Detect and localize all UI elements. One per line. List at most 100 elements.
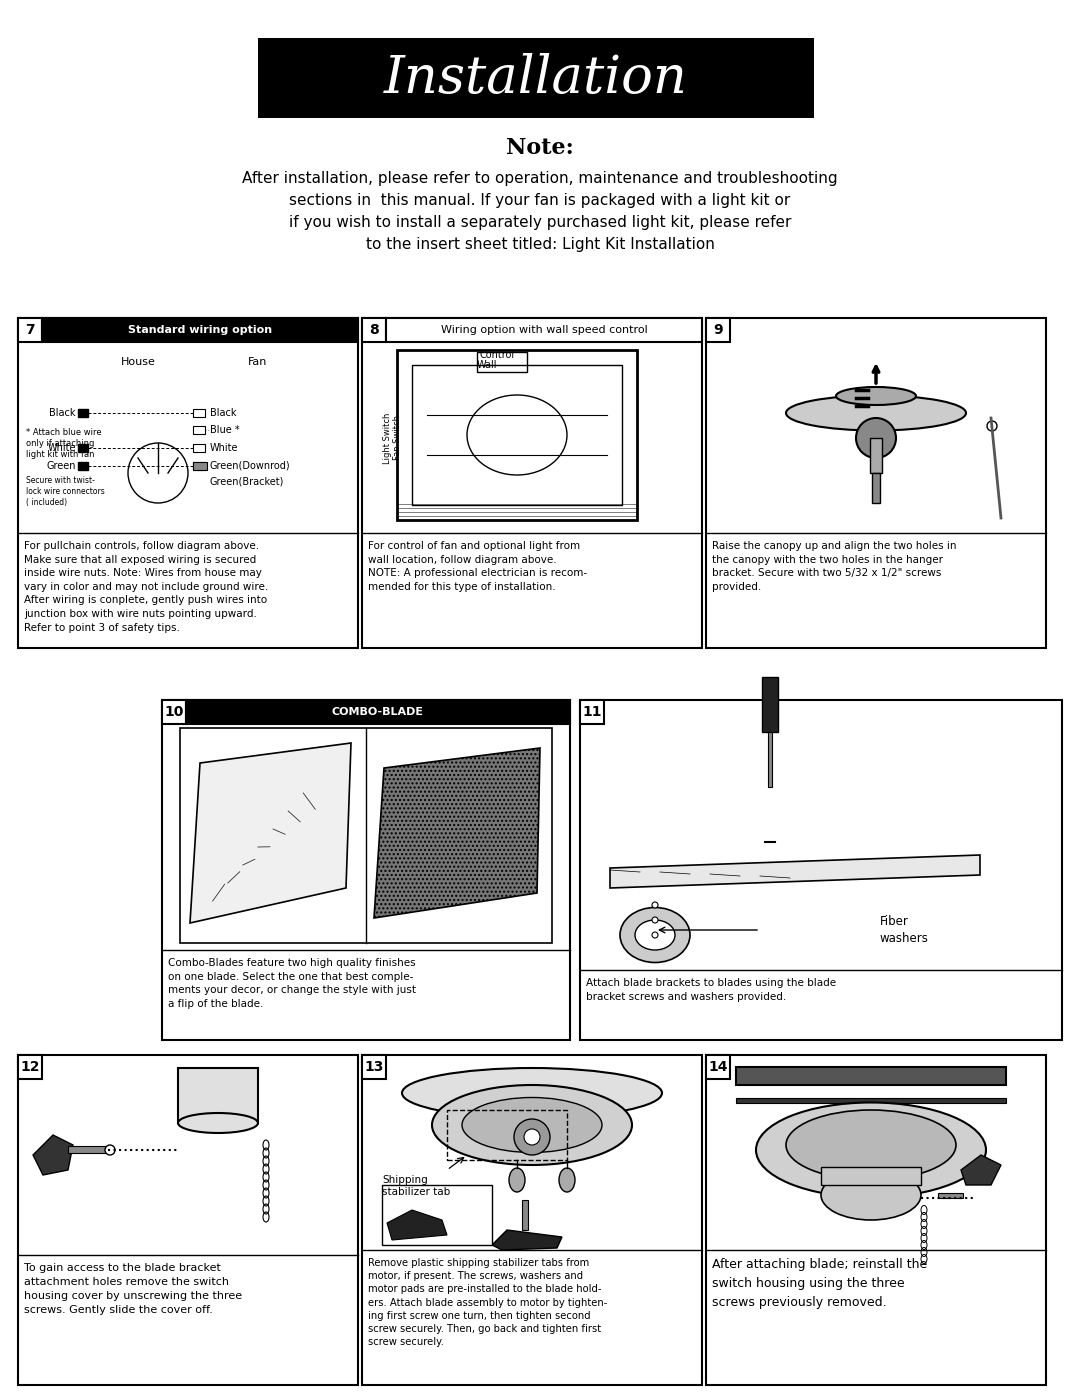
Text: Green: Green <box>46 461 76 471</box>
Bar <box>706 319 730 342</box>
Text: to the insert sheet titled: Light Kit Installation: to the insert sheet titled: Light Kit In… <box>365 236 715 251</box>
Bar <box>180 728 552 943</box>
Bar <box>870 439 882 474</box>
Bar <box>193 444 205 453</box>
Text: For pullchain controls, follow diagram above.
Make sure that all exposed wiring : For pullchain controls, follow diagram a… <box>24 541 268 633</box>
Text: 11: 11 <box>582 705 602 719</box>
Text: White: White <box>210 443 239 453</box>
Text: 8: 8 <box>369 323 379 337</box>
Bar <box>186 700 570 724</box>
Text: if you wish to install a separately purchased light kit, please refer: if you wish to install a separately purc… <box>288 215 792 229</box>
Text: Black: Black <box>210 408 237 418</box>
Bar <box>18 319 357 648</box>
Bar <box>178 1067 258 1123</box>
Text: To gain access to the blade bracket
attachment holes remove the switch
housing c: To gain access to the blade bracket atta… <box>24 1263 242 1315</box>
Ellipse shape <box>756 1102 986 1197</box>
Text: Standard wiring option: Standard wiring option <box>127 326 272 335</box>
Text: 7: 7 <box>25 323 35 337</box>
Polygon shape <box>610 855 980 888</box>
Bar <box>68 1146 108 1153</box>
Bar <box>386 319 702 342</box>
Ellipse shape <box>635 921 675 950</box>
Polygon shape <box>961 1155 1001 1185</box>
Bar <box>706 1055 730 1078</box>
Bar <box>447 1111 567 1160</box>
Bar <box>397 351 637 520</box>
Bar <box>78 444 87 453</box>
Circle shape <box>652 902 658 908</box>
Text: Installation: Installation <box>384 53 688 103</box>
Ellipse shape <box>509 1168 525 1192</box>
Bar <box>18 319 42 342</box>
Bar <box>78 462 87 469</box>
Bar <box>382 1185 492 1245</box>
Text: After installation, please refer to operation, maintenance and troubleshooting: After installation, please refer to oper… <box>242 170 838 186</box>
Bar <box>580 700 604 724</box>
Text: Remove plastic shipping stabilizer tabs from
motor, if present. The screws, wash: Remove plastic shipping stabilizer tabs … <box>368 1259 607 1347</box>
Polygon shape <box>190 743 351 923</box>
Text: House: House <box>121 358 156 367</box>
Bar <box>162 700 570 1039</box>
Text: Note:: Note: <box>507 137 573 159</box>
Text: * Attach blue wire
only if attaching
light kit with fan: * Attach blue wire only if attaching lig… <box>26 427 102 460</box>
Text: Raise the canopy up and align the two holes in
the canopy with the two holes in : Raise the canopy up and align the two ho… <box>712 541 957 592</box>
Bar <box>735 1098 1005 1104</box>
Circle shape <box>514 1119 550 1155</box>
Text: Light Switch: Light Switch <box>382 412 391 464</box>
Bar <box>706 1055 1047 1384</box>
Text: COMBO-BLADE: COMBO-BLADE <box>332 707 424 717</box>
Bar <box>939 1193 963 1199</box>
Text: Blue *: Blue * <box>210 425 240 434</box>
Bar <box>768 732 772 787</box>
Bar <box>162 700 186 724</box>
Bar <box>762 678 778 732</box>
Bar <box>362 319 386 342</box>
Text: Green(Bracket): Green(Bracket) <box>210 476 284 488</box>
Text: sections in  this manual. If your fan is packaged with a light kit or: sections in this manual. If your fan is … <box>289 193 791 208</box>
Text: White: White <box>48 443 76 453</box>
Ellipse shape <box>432 1085 632 1165</box>
Ellipse shape <box>559 1168 575 1192</box>
Bar <box>522 1200 528 1229</box>
Text: Combo-Blades feature two high quality finishes
on one blade. Select the one that: Combo-Blades feature two high quality fi… <box>168 958 416 1009</box>
Text: 14: 14 <box>708 1060 728 1074</box>
Text: Attach blade brackets to blades using the blade
bracket screws and washers provi: Attach blade brackets to blades using th… <box>586 978 836 1002</box>
Circle shape <box>652 932 658 937</box>
Bar <box>362 319 702 648</box>
Bar <box>193 462 207 469</box>
Ellipse shape <box>821 1171 921 1220</box>
Bar <box>42 319 357 342</box>
Ellipse shape <box>620 908 690 963</box>
Ellipse shape <box>462 1098 602 1153</box>
Bar <box>411 365 622 504</box>
Ellipse shape <box>786 1111 956 1180</box>
Bar <box>18 1055 42 1078</box>
Polygon shape <box>33 1134 73 1175</box>
Bar <box>362 1055 386 1078</box>
Text: Black: Black <box>50 408 76 418</box>
Bar <box>580 700 1062 1039</box>
Ellipse shape <box>836 387 916 405</box>
Text: 10: 10 <box>164 705 184 719</box>
Polygon shape <box>387 1210 447 1241</box>
Bar <box>821 1166 921 1185</box>
Text: Fan Switch: Fan Switch <box>392 415 402 461</box>
Ellipse shape <box>786 395 966 430</box>
Text: After attaching blade; reinstall the
switch housing using the three
screws previ: After attaching blade; reinstall the swi… <box>712 1259 928 1309</box>
Text: Fan: Fan <box>248 358 268 367</box>
Bar <box>872 474 880 503</box>
Circle shape <box>856 418 896 458</box>
Text: 12: 12 <box>21 1060 40 1074</box>
Text: Fiber
washers: Fiber washers <box>880 915 929 944</box>
Bar <box>477 352 527 372</box>
Bar <box>706 319 1047 648</box>
Text: Green(Downrod): Green(Downrod) <box>210 461 291 471</box>
Polygon shape <box>374 747 540 918</box>
Bar <box>258 38 814 117</box>
Text: Secure with twist-
lock wire connectors
( included): Secure with twist- lock wire connectors … <box>26 476 105 507</box>
Bar <box>193 462 205 469</box>
Bar <box>362 1055 702 1384</box>
Text: Wiring option with wall speed control: Wiring option with wall speed control <box>441 326 647 335</box>
Ellipse shape <box>402 1067 662 1118</box>
Polygon shape <box>492 1229 562 1250</box>
